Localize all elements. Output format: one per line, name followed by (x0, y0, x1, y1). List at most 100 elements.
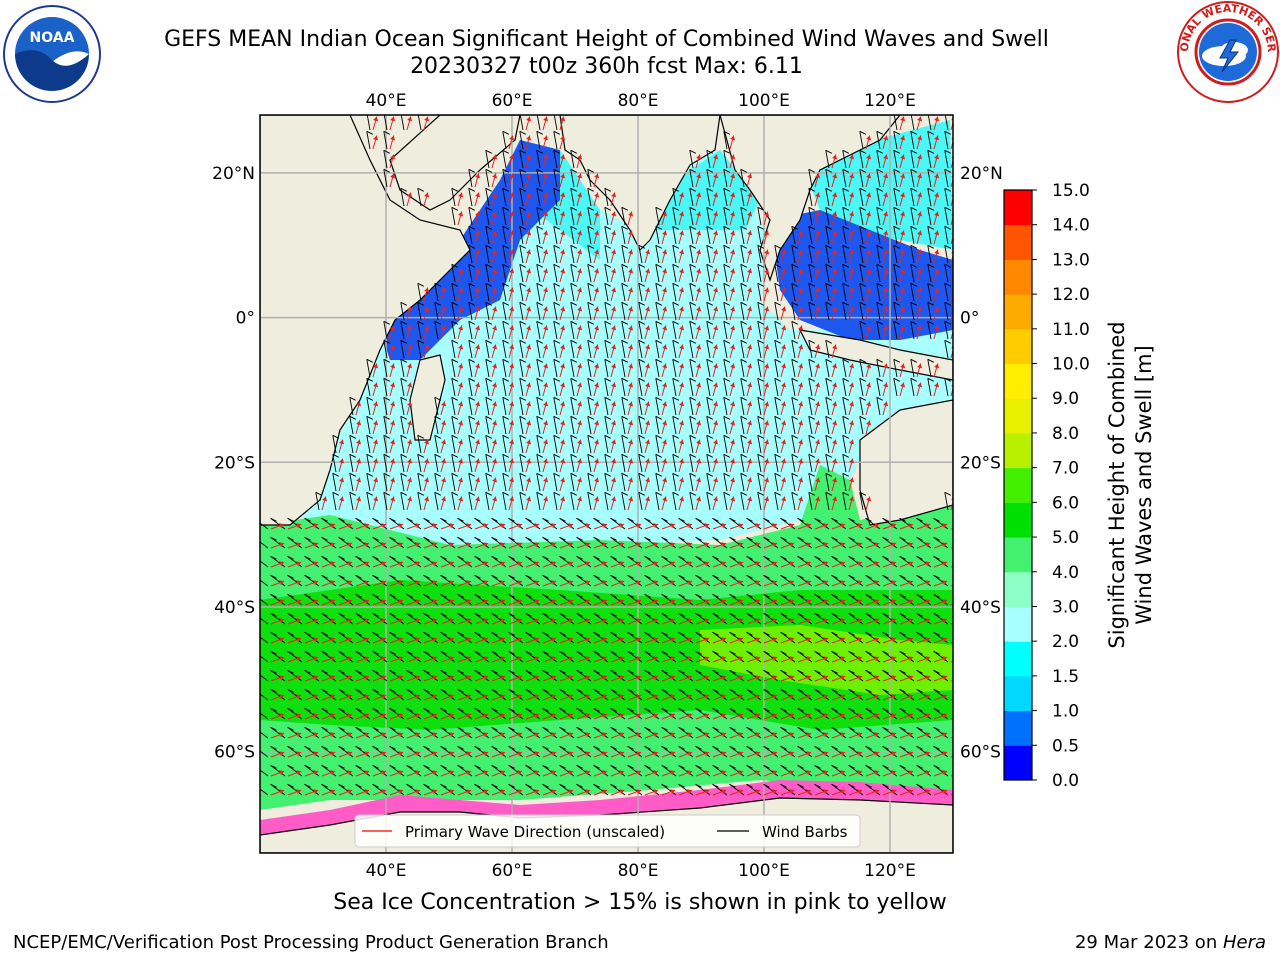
wave-direction-arrowhead (330, 523, 336, 529)
wind-barb (916, 536, 932, 549)
wind-barb (910, 169, 915, 188)
wind-barb (593, 555, 609, 568)
wind-barb (451, 359, 456, 378)
wind-barb (825, 245, 830, 264)
wind-barb (865, 650, 881, 663)
wind-barb (678, 631, 694, 644)
wind-barb (740, 226, 745, 245)
wind-barb-flag (502, 130, 509, 135)
wind-barb-flag (400, 377, 407, 382)
wind-barb (910, 264, 915, 283)
wind-barb (661, 574, 677, 587)
wind-barb (916, 764, 932, 777)
wave-direction-arrowhead (407, 477, 413, 483)
wind-barb (808, 226, 813, 245)
wind-barb (383, 359, 388, 378)
wind-barb (355, 783, 371, 796)
wind-barb-flag (389, 726, 396, 731)
wave-direction-arrowhead (500, 675, 506, 681)
wind-barb-flag (910, 225, 917, 230)
wind-barb-flag (457, 726, 464, 731)
wind-barb (366, 131, 371, 150)
wind-barb-flag (740, 453, 747, 458)
wave-direction-arrowhead (398, 580, 404, 586)
wind-barb (576, 517, 592, 530)
wave-direction-arrowhead (432, 732, 438, 738)
wave-direction-arrowhead (492, 420, 498, 426)
wind-barb-flag (808, 168, 815, 173)
wave-direction-arrowhead (347, 637, 353, 643)
wind-barb-flag (519, 263, 526, 268)
wind-barb-flag (542, 612, 549, 617)
wave-direction-arrowhead (815, 401, 821, 407)
wind-barb (536, 321, 541, 340)
wind-barb (417, 454, 422, 473)
wave-direction-arrowhead (908, 656, 914, 662)
wind-barb-flag (808, 396, 815, 401)
wave-direction-arrowhead (611, 439, 617, 445)
wind-barb-flag (423, 764, 430, 769)
wind-barb (304, 764, 320, 777)
wind-barb (627, 726, 643, 739)
wind-barb-flag (621, 415, 628, 420)
wind-barb (400, 454, 405, 473)
wave-direction-arrowhead (925, 599, 931, 605)
wave-direction-arrowhead (330, 713, 336, 719)
wind-barb-flag (695, 669, 702, 674)
wind-barb-flag (338, 669, 345, 674)
wind-barb-flag (876, 225, 883, 230)
wind-barb-flag (508, 593, 515, 598)
wave-direction-arrowhead (441, 496, 447, 502)
wind-barb-flag (400, 434, 407, 439)
wind-barb (553, 283, 558, 302)
lat-tick-label: 60°S (960, 743, 1001, 763)
wind-barb (389, 726, 405, 739)
wave-direction-arrowhead (415, 694, 421, 700)
wind-barb (706, 226, 711, 245)
wind-barb-flag (848, 555, 855, 560)
wind-barb-flag (859, 396, 866, 401)
wind-barb-flag (570, 301, 577, 306)
wave-direction-arrowhead (840, 637, 846, 643)
wind-barb-flag (553, 168, 560, 173)
wind-barb (797, 612, 813, 625)
wind-barb-flag (593, 783, 600, 788)
wind-barb (808, 359, 813, 378)
wind-barb-flag (944, 187, 951, 192)
wind-barb-flag (814, 707, 821, 712)
wind-barb (672, 302, 677, 321)
wind-barb-flag (434, 472, 441, 477)
wave-direction-arrowhead (381, 675, 387, 681)
wind-barb-flag (383, 453, 390, 458)
wind-barb (525, 517, 541, 530)
wave-direction-arrowhead (900, 154, 906, 160)
wind-barb-flag (406, 574, 413, 579)
wind-barb-flag (825, 358, 832, 363)
wind-barb-flag (610, 555, 617, 560)
wind-barb (672, 473, 677, 492)
wave-direction-arrowhead (942, 618, 948, 624)
wind-barb-flag (434, 396, 441, 401)
wind-barb-flag (893, 263, 900, 268)
wind-barb-flag (876, 149, 883, 154)
wind-barb (831, 726, 847, 739)
wind-barb-flag (695, 593, 702, 598)
wind-barb-flag (882, 517, 889, 522)
wind-barb-flag (570, 263, 577, 268)
wave-direction-arrowhead (679, 420, 685, 426)
wind-barb (559, 574, 575, 587)
wave-direction-arrowhead (670, 580, 676, 586)
wave-direction-arrowhead (339, 477, 345, 483)
wave-direction-arrowhead (347, 599, 353, 605)
wind-barb (553, 473, 558, 492)
wave-direction-arrowhead (509, 268, 515, 274)
wind-barb (865, 593, 881, 606)
wave-direction-arrowhead (823, 713, 829, 719)
wind-barb (502, 340, 507, 359)
wind-barb-flag (831, 631, 838, 636)
wind-barb (389, 517, 405, 530)
wave-direction-arrowhead (866, 325, 872, 331)
wind-barb-flag (372, 764, 379, 769)
wave-direction-arrowhead (390, 325, 396, 331)
wind-barb-flag (706, 320, 713, 325)
